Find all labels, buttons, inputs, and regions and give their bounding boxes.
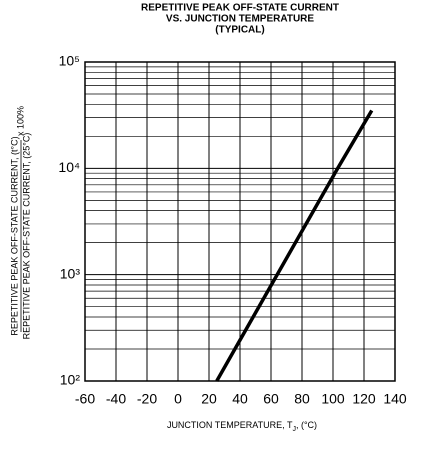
x-label-subscript: J — [292, 426, 296, 433]
x-tick-label: 80 — [294, 391, 310, 407]
chart-title: (TYPICAL) — [215, 25, 264, 36]
chart-title: VS. JUNCTION TEMPERATURE — [166, 14, 314, 25]
y-tick-label: 10³ — [60, 265, 81, 281]
x-tick-label: -60 — [75, 391, 95, 407]
x-tick-label: -40 — [106, 391, 126, 407]
x-label-text: JUNCTION TEMPERATURE, T — [167, 420, 293, 430]
y-tick-label: 10² — [60, 372, 81, 388]
y-tick-label: 10⁴ — [58, 159, 80, 175]
x-axis-label: JUNCTION TEMPERATURE, TJ, (°C) — [167, 420, 317, 432]
y-label-suffix: x 100% — [15, 106, 25, 136]
data-line — [215, 109, 374, 382]
y-label-numerator: REPETITIVE PEAK OFF-STATE CURRENT, (t°C) — [9, 136, 19, 335]
x-tick-label: 140 — [383, 391, 407, 407]
x-tick-label: 0 — [174, 391, 182, 407]
x-tick-label: 100 — [321, 391, 345, 407]
x-tick-label: 120 — [352, 391, 376, 407]
chart-title: REPETITIVE PEAK OFF-STATE CURRENT — [141, 3, 339, 14]
y-label-denominator: REPETITIVE PEAK OFF-STATE CURRENT, (25°C… — [21, 133, 31, 340]
x-label-suffix: , (°C) — [296, 420, 317, 430]
y-axis-label: REPETITIVE PEAK OFF-STATE CURRENT, (t°C)… — [9, 106, 31, 339]
plot-frame — [84, 61, 396, 382]
x-tick-label: 20 — [201, 391, 217, 407]
x-tick-label: 60 — [263, 391, 279, 407]
y-tick-label: 10⁵ — [59, 53, 80, 69]
x-tick-label: -20 — [137, 391, 157, 407]
x-tick-label: 40 — [232, 391, 248, 407]
